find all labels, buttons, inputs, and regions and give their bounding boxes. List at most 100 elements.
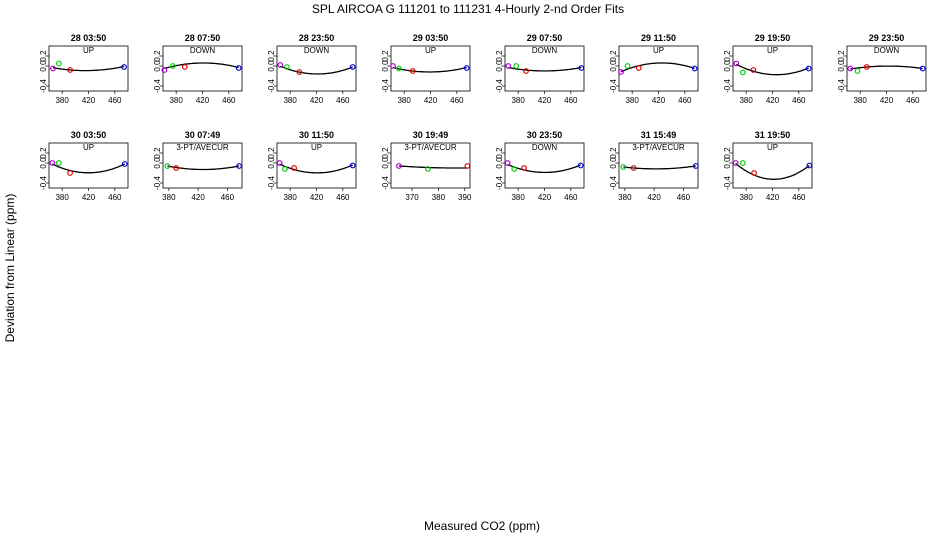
panel-subtitle: DOWN <box>190 46 216 55</box>
data-point <box>396 163 402 169</box>
x-tick-label: 420 <box>191 193 205 202</box>
data-point <box>691 65 698 72</box>
x-tick-label: 380 <box>55 96 69 105</box>
data-point <box>50 65 56 72</box>
data-point <box>277 62 284 68</box>
panel-subtitle: UP <box>83 46 94 55</box>
fit-curve <box>52 163 125 174</box>
data-point <box>390 63 396 69</box>
panel-title: 28 23:50 <box>299 33 335 43</box>
fit-curve <box>167 165 240 171</box>
x-tick-label: 380 <box>739 193 753 202</box>
panel-title: 29 11:50 <box>641 33 676 43</box>
fit-curve <box>623 165 696 170</box>
x-tick-label: 460 <box>677 193 691 202</box>
data-point <box>282 166 288 172</box>
data-point <box>161 67 168 73</box>
x-tick-label: 420 <box>766 96 780 105</box>
panel-title: 31 19:50 <box>755 130 791 140</box>
y-tick-label: -0.4 <box>39 176 48 190</box>
panel: 30 23:50 DOWN -0.4 0.00.2 380 420 460 <box>495 130 585 202</box>
x-tick-label: 420 <box>652 96 666 105</box>
data-point <box>577 162 584 169</box>
y-tick-label: 0.0 <box>495 157 504 169</box>
data-point <box>291 165 298 171</box>
x-tick-label: 380 <box>55 193 69 202</box>
y-tick-label: -0.4 <box>267 79 276 93</box>
y-tick-label: -0.4 <box>609 79 618 93</box>
x-tick-label: 460 <box>221 193 235 202</box>
x-tick-label: 380 <box>739 96 753 105</box>
y-tick-label: -0.4 <box>381 176 390 190</box>
x-tick-label: 380 <box>511 96 525 105</box>
panel-title: 28 03:50 <box>71 33 107 43</box>
panel: 30 03:50 UP -0.4 0.00.2 380 420 460 <box>39 130 129 202</box>
x-tick-label: 420 <box>82 96 96 105</box>
panel: 28 07:50 DOWN -0.4 0.00.2 380 420 460 <box>153 33 243 105</box>
y-tick-label: 0.2 <box>609 147 618 159</box>
panel-title: 29 23:50 <box>869 33 905 43</box>
data-point <box>424 166 431 172</box>
x-tick-label: 420 <box>196 96 210 105</box>
data-point <box>805 65 812 72</box>
x-tick-label: 380 <box>625 96 639 105</box>
x-tick-label: 420 <box>766 193 780 202</box>
x-axis-label: Measured CO2 (ppm) <box>424 519 540 533</box>
data-point <box>630 165 637 171</box>
panel: 31 19:50 UP -0.4 0.00.2 380 420 460 <box>723 130 813 202</box>
y-tick-label: 0.2 <box>837 50 846 62</box>
data-point <box>620 164 627 170</box>
panel: 31 15:49 3-PT/AVECUR -0.4 0.00.2 380 420 460 <box>609 130 699 202</box>
fit-curve <box>735 162 810 180</box>
y-tick-label: 0.0 <box>153 157 162 169</box>
y-tick-label: 0.2 <box>723 147 732 159</box>
panel: 28 03:50 UP -0.4 0.00.2 380 420 460 <box>39 33 129 105</box>
fit-curve <box>280 65 353 75</box>
data-point <box>349 64 356 70</box>
plot-frame <box>162 142 243 189</box>
data-point <box>806 162 813 169</box>
panel-subtitle: DOWN <box>304 46 330 55</box>
data-point <box>349 162 356 169</box>
y-tick-label: 0.2 <box>267 50 276 62</box>
data-point <box>55 160 62 166</box>
y-tick-label: 0.0 <box>39 157 48 169</box>
y-tick-label: 0.2 <box>153 50 162 62</box>
y-tick-label: -0.4 <box>153 79 162 93</box>
y-tick-label: 0.2 <box>495 50 504 62</box>
data-point <box>635 65 642 71</box>
y-tick-label: 0.0 <box>837 60 846 72</box>
panel: 30 07:49 3-PT/AVECUR -0.4 0.00.2 380 420 460 <box>153 130 243 202</box>
y-tick-label: 0.0 <box>267 157 276 169</box>
x-tick-label: 460 <box>108 193 122 202</box>
panel: 29 07:50 DOWN -0.4 0.00.2 380 420 460 <box>495 33 585 105</box>
panel-subtitle: UP <box>311 143 322 152</box>
data-point <box>504 160 511 166</box>
panel-title: 29 03:50 <box>413 33 449 43</box>
x-tick-label: 460 <box>906 96 920 105</box>
panel: 30 11:50 UP -0.4 0.00.2 380 420 460 <box>267 130 357 202</box>
y-tick-label: 0.0 <box>723 60 732 72</box>
fit-curve <box>507 163 581 174</box>
fit-curve <box>850 65 923 70</box>
data-point <box>692 163 699 169</box>
x-tick-label: 460 <box>792 193 806 202</box>
data-point <box>235 65 242 71</box>
panel: 29 23:50 DOWN -0.4 0.00.2 380 420 460 <box>837 33 927 105</box>
panel: 29 03:50 UP -0.4 0.00.2 380 420 460 <box>381 33 471 105</box>
y-tick-label: 0.2 <box>381 147 390 159</box>
data-point <box>847 65 854 72</box>
y-tick-label: 0.0 <box>609 157 618 169</box>
data-point <box>236 163 242 169</box>
x-tick-label: 370 <box>405 193 419 202</box>
fit-curve <box>52 65 125 72</box>
fit-curve <box>392 66 467 73</box>
data-point <box>919 65 926 72</box>
data-point <box>296 69 303 75</box>
panel-title: 30 03:50 <box>71 130 107 140</box>
fit-curve <box>164 62 239 70</box>
x-tick-label: 460 <box>450 96 464 105</box>
panel-subtitle: 3-PT/AVECUR <box>176 143 229 152</box>
